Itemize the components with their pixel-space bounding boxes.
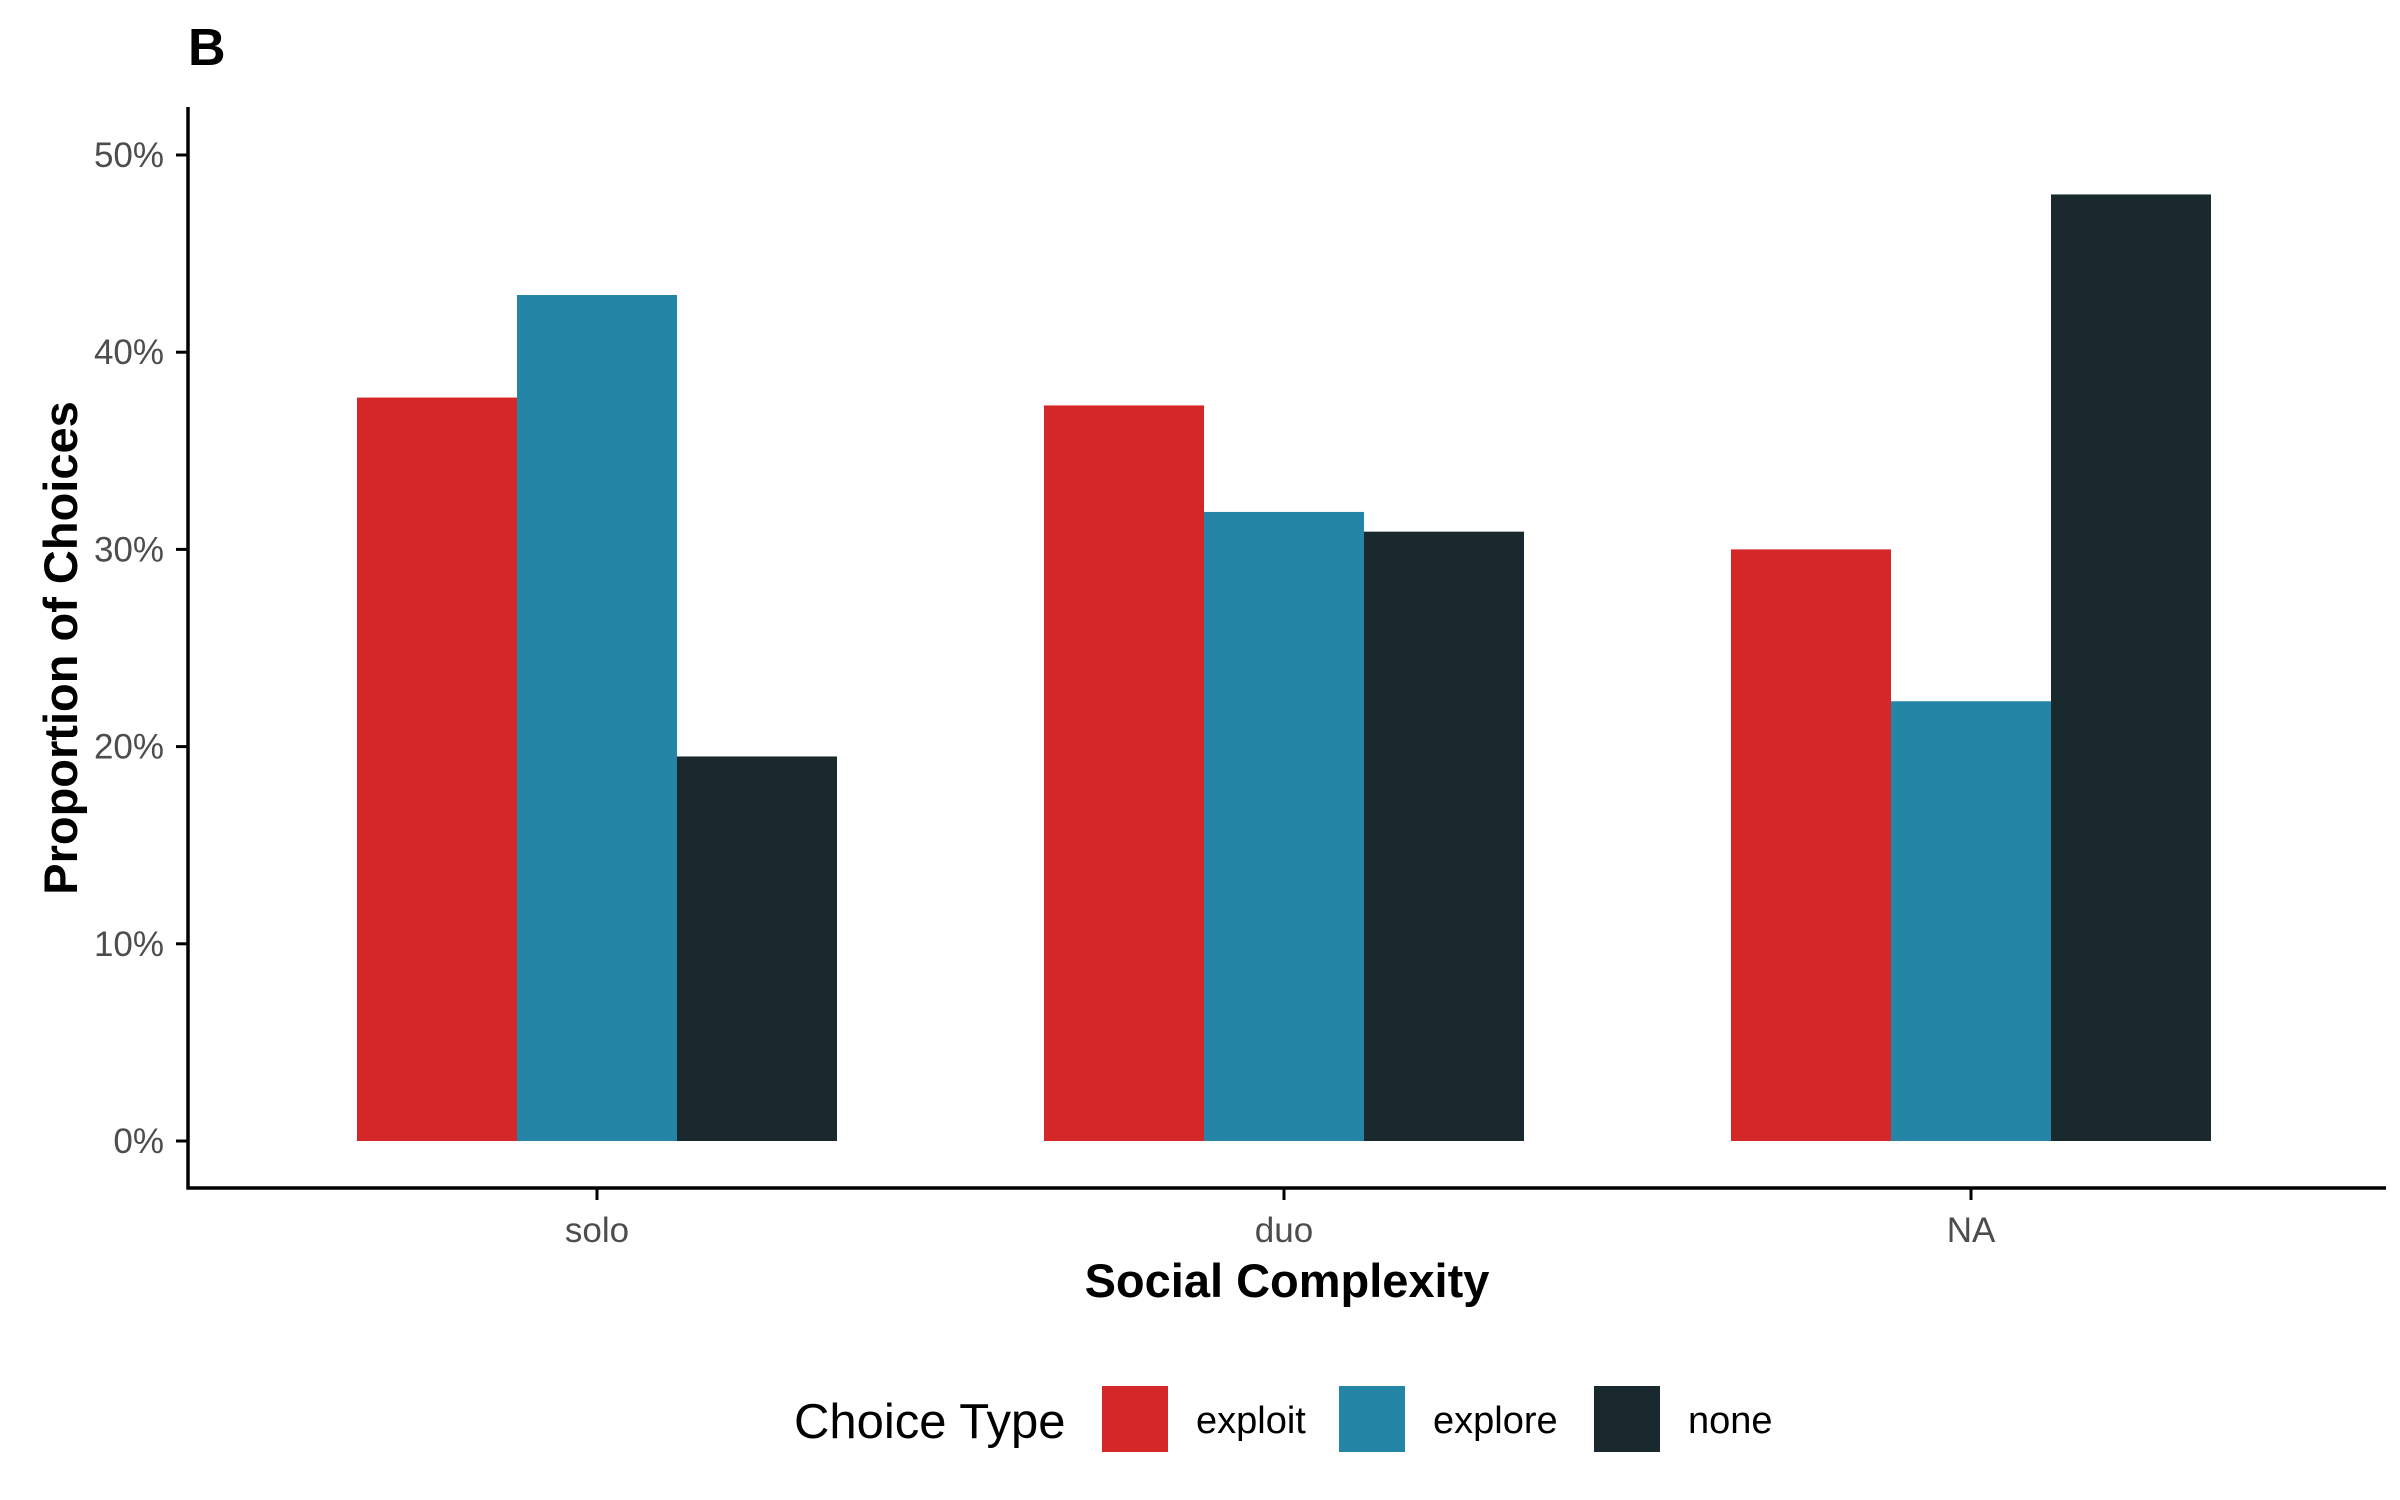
bars-layer [357, 194, 2211, 1142]
bar-exploit-solo [357, 397, 517, 1141]
bar-explore-solo [517, 295, 677, 1142]
x-ticks-layer: solo duo NA [565, 1188, 1996, 1250]
y-axis-title: Proportion of Choices [34, 401, 87, 895]
legend-key-exploit [1102, 1386, 1168, 1452]
x-tick-label: NA [1947, 1211, 1996, 1250]
bar-exploit-na [1731, 549, 1891, 1141]
bar-none-duo [1364, 531, 1524, 1141]
legend-title: Choice Type [794, 1395, 1066, 1449]
y-ticks-layer: 0% 10% 20% 30% 40% 50% [94, 136, 188, 1161]
y-tick-label: 40% [94, 333, 164, 372]
x-tick-label: duo [1255, 1211, 1313, 1250]
legend-key-explore [1339, 1386, 1405, 1452]
y-tick-label: 50% [94, 136, 164, 175]
legend-key-none [1594, 1386, 1660, 1452]
y-tick-label: 10% [94, 925, 164, 964]
legend-label-explore: explore [1433, 1400, 1558, 1442]
y-tick-label: 0% [113, 1122, 164, 1161]
bar-none-na [2051, 194, 2211, 1141]
bar-none-solo [677, 756, 837, 1141]
legend-label-none: none [1688, 1400, 1773, 1442]
bar-exploit-duo [1044, 405, 1204, 1142]
bar-explore-na [1891, 701, 2051, 1141]
x-axis-title: Social Complexity [1085, 1254, 1490, 1307]
y-tick-label: 30% [94, 530, 164, 569]
y-tick-label: 20% [94, 728, 164, 767]
legend-items: exploit explore none [1102, 1386, 1773, 1452]
legend: Choice Type exploit explore none [794, 1386, 1773, 1452]
x-tick-label: solo [565, 1211, 629, 1250]
bar-explore-duo [1204, 511, 1364, 1141]
panel-label: B [188, 19, 226, 77]
legend-label-exploit: exploit [1196, 1400, 1306, 1442]
